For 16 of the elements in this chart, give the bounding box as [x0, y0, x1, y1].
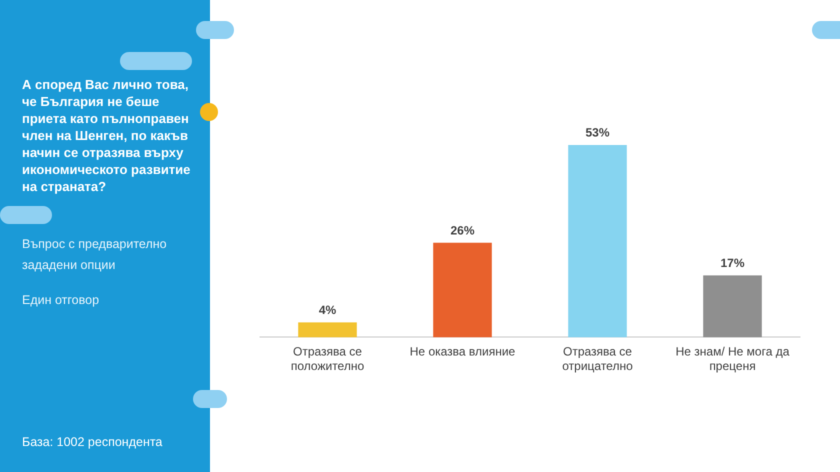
bar	[703, 275, 762, 338]
bar	[568, 145, 627, 338]
data-label: 26%	[450, 223, 475, 238]
data-label: 4%	[318, 303, 336, 318]
text: База: 1002 респондента	[22, 435, 164, 449]
bar	[298, 322, 357, 338]
x-tick-label: Отразява се отрицателно	[562, 344, 634, 374]
x-tick-label: Отразява се положително	[290, 344, 364, 374]
data-label: 17%	[720, 256, 745, 270]
text: Един отговор	[22, 293, 100, 307]
x-tick-label: Не оказва влияние	[410, 344, 516, 359]
x-tick-label: Не знам/ Не мога да преценя	[676, 344, 790, 374]
text: А според Вас лично това, че България не беше приета като пълноправен член на Шенген, по какъв начин се отразява върху икономическото развитие на страната?	[22, 76, 192, 195]
text: Въпрос с предварително зададени опции	[22, 236, 168, 274]
data-label: 53%	[585, 126, 610, 140]
bar	[433, 242, 492, 338]
